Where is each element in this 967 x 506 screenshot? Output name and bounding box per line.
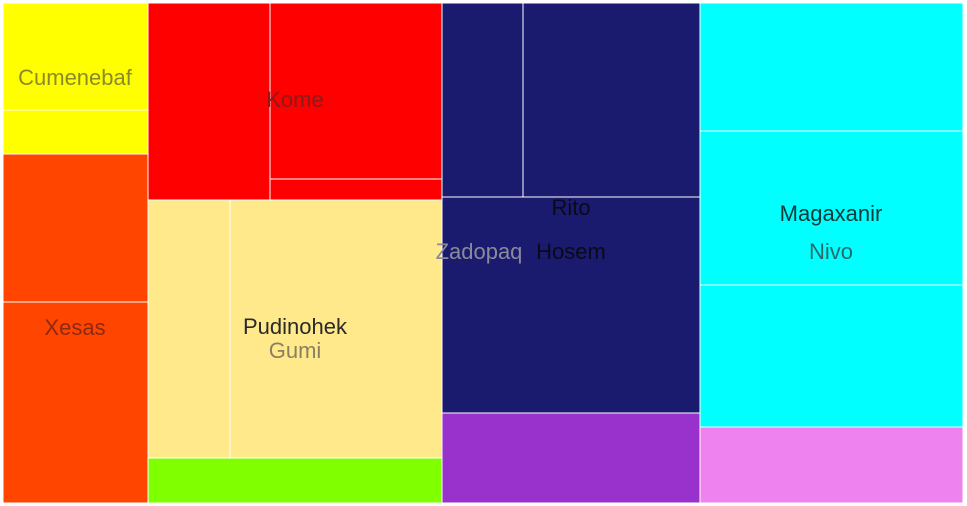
treemap-group-label: Cumenebaf [18,65,133,90]
treemap-leaf-rect [441,412,701,504]
treemap-leaf-rect [699,130,964,286]
treemap-group-label: Xesas [44,315,105,340]
treemap-group-4 [147,457,443,504]
treemap-leaf-rect [522,2,701,198]
treemap-group-6 [441,412,701,504]
treemap-group-8 [699,426,964,504]
treemap-leaf-label: Gumi [269,338,322,363]
treemap-group-label: Magaxanir [780,201,883,226]
treemap-leaf-label: Hosem [536,239,606,264]
treemap-group-rito [441,2,701,414]
treemap-group-xesas [2,153,149,504]
treemap-group-label: Rito [551,195,590,220]
treemap-group-magaxanir [699,2,964,428]
treemap-leaf-rect [2,2,149,111]
treemap-leaf-rect [269,178,443,201]
treemap-leaf-rect [2,109,149,155]
treemap-leaf-rect [147,2,271,201]
treemap-leaf-rect [2,153,149,303]
treemap-leaf-label: Zadopaq [436,239,523,264]
treemap-leaf-rect [441,2,524,198]
treemap-group-cumenebaf [2,2,149,155]
treemap-leaf-rect [699,284,964,428]
treemap-group-pudinohek [147,199,443,459]
treemap-group-label: Pudinohek [243,314,348,339]
treemap-leaf-label: Nivo [809,239,853,264]
treemap-group-label: Kome [266,87,323,112]
treemap-leaf-rect [147,457,443,504]
treemap-leaf-rect [147,199,231,459]
treemap-leaf-rect [229,199,443,459]
treemap-leaf-rect [269,2,443,180]
treemap-leaf-rect [699,426,964,504]
treemap-group-border [699,426,964,504]
treemap-leaf-rect [441,196,701,414]
treemap-group-kome [147,2,443,201]
treemap-leaf-rect [699,2,964,132]
